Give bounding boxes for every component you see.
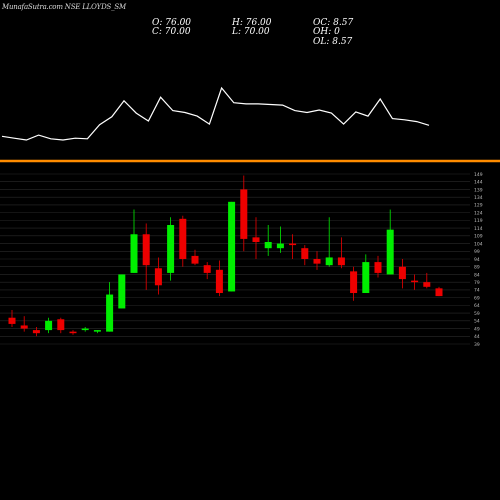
y-tick-label: 59 bbox=[474, 311, 480, 317]
close-value: C: 70.00 bbox=[152, 27, 191, 37]
candle-body bbox=[20, 325, 28, 329]
candle-body bbox=[350, 271, 358, 293]
y-tick-label: 134 bbox=[474, 195, 483, 201]
y-tick-label: 94 bbox=[474, 257, 480, 263]
candle-body bbox=[93, 330, 101, 332]
candle-body bbox=[106, 294, 114, 332]
candle-body bbox=[191, 255, 199, 264]
y-tick-label: 89 bbox=[474, 265, 480, 271]
y-tick-label: 129 bbox=[474, 203, 483, 209]
candle-body bbox=[8, 317, 16, 324]
high-value: H: 76.00 bbox=[232, 18, 272, 28]
y-tick-label: 104 bbox=[474, 241, 483, 247]
candle-body bbox=[32, 330, 40, 334]
candle-body bbox=[118, 274, 126, 309]
candle-body bbox=[57, 319, 65, 331]
y-tick-label: 64 bbox=[474, 303, 480, 309]
y-tick-label: 39 bbox=[474, 342, 480, 348]
y-tick-label: 149 bbox=[474, 172, 483, 178]
candle-body bbox=[313, 259, 321, 264]
candle-body bbox=[45, 320, 53, 331]
close-price-line bbox=[1, 86, 430, 141]
candle-body bbox=[154, 268, 162, 286]
candle-body bbox=[142, 234, 150, 266]
y-tick-label: 124 bbox=[474, 210, 483, 216]
open-value: O: 76.00 bbox=[152, 18, 192, 28]
candle-body bbox=[398, 266, 406, 280]
candle-body bbox=[423, 282, 431, 287]
candle-body bbox=[179, 218, 187, 259]
candle-body bbox=[374, 262, 382, 273]
candle-body bbox=[362, 262, 370, 293]
candle-body bbox=[386, 229, 394, 275]
y-tick-label: 109 bbox=[474, 234, 483, 240]
ol-value: OL: 8.57 bbox=[313, 37, 353, 47]
candle-body bbox=[240, 189, 248, 239]
y-tick-label: 49 bbox=[474, 326, 480, 332]
candle-body bbox=[69, 331, 77, 334]
y-tick-label: 119 bbox=[474, 218, 483, 224]
y-tick-label: 144 bbox=[474, 180, 483, 186]
oh-value: OH: 0 bbox=[313, 27, 340, 37]
candle-body bbox=[130, 234, 138, 273]
y-tick-label: 44 bbox=[474, 334, 480, 340]
y-tick-label: 79 bbox=[474, 280, 480, 286]
candle-body bbox=[337, 257, 345, 266]
candle-body bbox=[81, 328, 89, 331]
y-tick-label: 114 bbox=[474, 226, 483, 232]
y-tick-label: 69 bbox=[474, 295, 480, 301]
candle-body bbox=[252, 237, 260, 242]
y-tick-label: 84 bbox=[474, 272, 480, 278]
y-tick-label: 99 bbox=[474, 249, 480, 255]
oc-value: OC: 8.57 bbox=[313, 18, 354, 28]
chart-title: MunafaSutra.com NSE LLOYDS_SM bbox=[2, 3, 126, 11]
candle-body bbox=[325, 257, 333, 266]
candle-body bbox=[435, 288, 443, 297]
candle-body bbox=[228, 201, 236, 292]
candle-body bbox=[301, 248, 309, 259]
candle-body bbox=[289, 243, 297, 246]
candle-body bbox=[411, 280, 419, 283]
low-value: L: 70.00 bbox=[232, 27, 270, 37]
candle-body bbox=[215, 269, 223, 293]
y-tick-label: 74 bbox=[474, 288, 480, 294]
candle-body bbox=[203, 265, 211, 273]
y-tick-label: 139 bbox=[474, 187, 483, 193]
candle-body bbox=[276, 243, 284, 249]
candle-body bbox=[167, 225, 175, 273]
candle-body bbox=[264, 242, 272, 249]
y-tick-label: 54 bbox=[474, 319, 480, 325]
